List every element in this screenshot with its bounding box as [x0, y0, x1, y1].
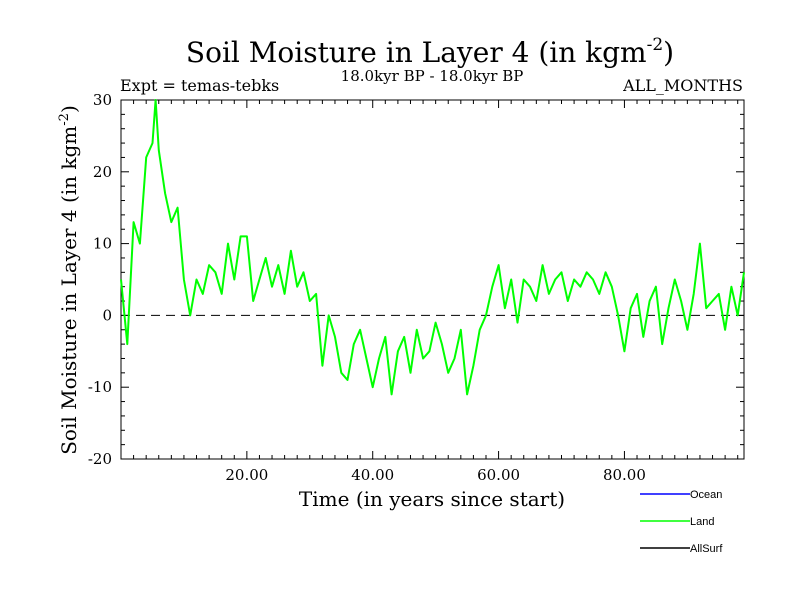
- y-tick-label: 10: [93, 235, 112, 253]
- chart-title: Soil Moisture in Layer 4 (in kgm-2): [186, 35, 674, 69]
- y-tick-label: 20: [93, 163, 112, 181]
- legend-label-land: Land: [690, 516, 714, 528]
- y-axis-title-main: Soil Moisture in Layer 4 (in kgm: [57, 126, 81, 455]
- x-tick-label: 20.00: [225, 466, 268, 484]
- x-tick-label: 60.00: [477, 466, 520, 484]
- title-superscript: -2: [647, 35, 664, 55]
- legend: Ocean Land AllSurf: [640, 489, 723, 555]
- series-line-land: [120, 99, 745, 396]
- y-tick-label: 0: [102, 306, 112, 324]
- y-tick-label: 30: [93, 91, 112, 109]
- title-close: ): [663, 36, 674, 69]
- plot-frame: [120, 99, 745, 460]
- y-axis: -20 -10 0 10 20 30: [88, 91, 744, 468]
- x-tick-label: 80.00: [603, 466, 646, 484]
- y-tick-label: -10: [88, 378, 112, 396]
- series-layer: [120, 99, 745, 396]
- x-axis-title: Time (in years since start): [299, 487, 565, 511]
- y-tick-label: -20: [88, 450, 112, 468]
- months-label: ALL_MONTHS: [622, 76, 743, 95]
- y-axis-title-superscript: -2: [57, 113, 72, 126]
- x-axis: 20.00 40.00 60.00 80.00: [120, 100, 739, 484]
- experiment-label: Expt = temas-tebks: [120, 76, 279, 95]
- title-main: Soil Moisture in Layer 4 (in kgm: [186, 36, 647, 69]
- x-tick-label: 40.00: [351, 466, 394, 484]
- legend-label-ocean: Ocean: [690, 489, 722, 501]
- subtitle: 18.0kyr BP - 18.0kyr BP: [341, 67, 524, 85]
- y-axis-title-close: ): [57, 105, 81, 113]
- y-axis-title: Soil Moisture in Layer 4 (in kgm-2): [57, 105, 81, 455]
- legend-label-allsurf: AllSurf: [690, 543, 723, 555]
